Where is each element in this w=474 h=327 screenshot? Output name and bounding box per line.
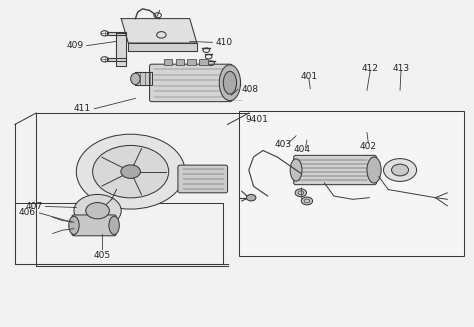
Polygon shape: [128, 43, 197, 51]
Bar: [164, 59, 172, 65]
Ellipse shape: [69, 216, 79, 234]
Polygon shape: [107, 32, 126, 35]
Text: 405: 405: [94, 251, 111, 260]
Text: 411: 411: [73, 104, 91, 113]
FancyBboxPatch shape: [178, 165, 228, 193]
Text: 402: 402: [360, 142, 377, 151]
FancyBboxPatch shape: [150, 64, 232, 102]
Text: 403: 403: [275, 140, 292, 149]
Text: 404: 404: [294, 145, 311, 154]
Circle shape: [76, 134, 185, 209]
Polygon shape: [136, 72, 152, 85]
Ellipse shape: [219, 65, 240, 101]
Circle shape: [92, 146, 169, 198]
Text: 401: 401: [300, 72, 318, 81]
Ellipse shape: [290, 159, 302, 181]
Text: 413: 413: [392, 63, 410, 73]
Text: 406: 406: [18, 209, 36, 217]
Bar: [239, 112, 464, 256]
Circle shape: [383, 159, 417, 181]
Circle shape: [86, 202, 109, 219]
Polygon shape: [117, 33, 126, 66]
Text: 9401: 9401: [246, 115, 268, 124]
Text: 407: 407: [25, 202, 42, 211]
Circle shape: [295, 189, 307, 197]
Circle shape: [121, 165, 140, 179]
Circle shape: [246, 195, 256, 201]
FancyBboxPatch shape: [294, 155, 376, 185]
FancyBboxPatch shape: [72, 215, 116, 236]
Bar: [15, 202, 223, 265]
Ellipse shape: [109, 216, 119, 234]
Polygon shape: [107, 58, 126, 61]
Text: 412: 412: [362, 63, 379, 73]
Polygon shape: [121, 19, 197, 43]
Text: 408: 408: [242, 85, 259, 94]
Ellipse shape: [131, 73, 140, 85]
Bar: [199, 59, 208, 65]
Text: 409: 409: [66, 41, 83, 50]
Bar: [175, 59, 184, 65]
Ellipse shape: [223, 71, 237, 94]
Circle shape: [301, 197, 313, 205]
Bar: [187, 59, 196, 65]
Circle shape: [392, 164, 409, 176]
Circle shape: [74, 195, 121, 227]
Text: 410: 410: [216, 38, 233, 47]
Ellipse shape: [367, 157, 381, 183]
